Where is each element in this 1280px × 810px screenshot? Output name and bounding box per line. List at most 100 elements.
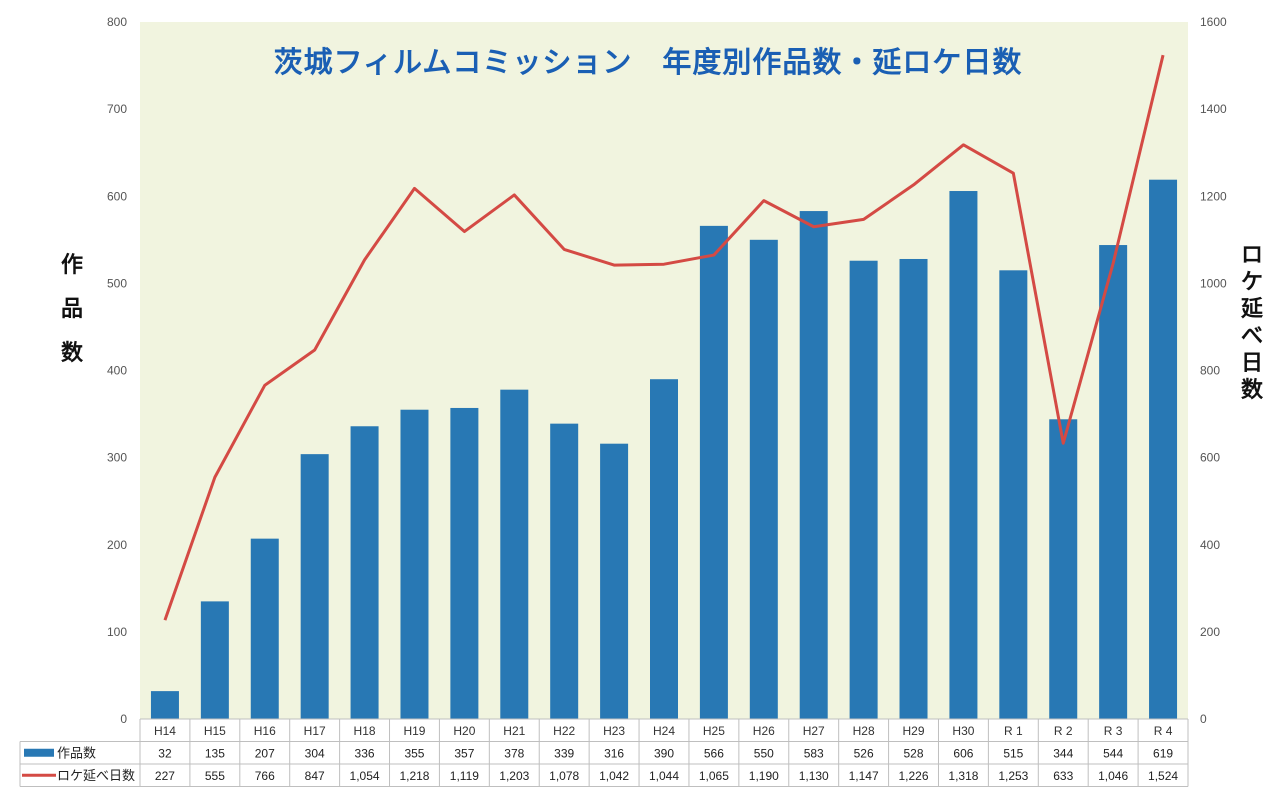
data-value-label: 566 bbox=[704, 746, 724, 760]
category-label: H28 bbox=[853, 724, 875, 738]
legend-series-name: 作品数 bbox=[57, 745, 96, 760]
data-value-label: 336 bbox=[355, 746, 375, 760]
right-tick-label: 200 bbox=[1200, 625, 1220, 639]
data-value-label: 1,203 bbox=[499, 769, 529, 783]
bar-R2 bbox=[1049, 419, 1077, 719]
data-value-label: 544 bbox=[1103, 746, 1123, 760]
category-label: R 1 bbox=[1004, 724, 1023, 738]
data-value-label: 847 bbox=[305, 769, 325, 783]
right-axis-title-text: ロケ延べ日数 bbox=[1240, 242, 1264, 402]
data-value-label: 1,218 bbox=[399, 769, 429, 783]
bar-H27 bbox=[800, 211, 828, 719]
left-axis-title-text: 作品数 bbox=[61, 252, 84, 365]
bar-H15 bbox=[201, 601, 229, 719]
left-tick-label: 400 bbox=[107, 364, 127, 378]
category-label: H16 bbox=[254, 724, 276, 738]
right-tick-label: 400 bbox=[1200, 538, 1220, 552]
data-value-label: 378 bbox=[504, 746, 524, 760]
right-tick-label: 800 bbox=[1200, 364, 1220, 378]
data-value-label: 355 bbox=[404, 746, 424, 760]
data-value-label: 515 bbox=[1003, 746, 1023, 760]
category-label: H30 bbox=[952, 724, 974, 738]
data-value-label: 357 bbox=[454, 746, 474, 760]
data-value-label: 390 bbox=[654, 746, 674, 760]
bar-H22 bbox=[550, 424, 578, 719]
category-label: H17 bbox=[304, 724, 326, 738]
data-value-label: 1,078 bbox=[549, 769, 579, 783]
left-tick-label: 0 bbox=[120, 712, 127, 726]
data-value-label: 207 bbox=[255, 746, 275, 760]
left-tick-label: 800 bbox=[107, 15, 127, 29]
data-value-label: 304 bbox=[305, 746, 325, 760]
category-label: H18 bbox=[354, 724, 376, 738]
data-value-label: 1,065 bbox=[699, 769, 729, 783]
legend-key-bar bbox=[24, 749, 54, 757]
right-tick-label: 1600 bbox=[1200, 15, 1227, 29]
category-label: H21 bbox=[503, 724, 525, 738]
right-tick-label: 1000 bbox=[1200, 276, 1227, 290]
data-value-label: 1,524 bbox=[1148, 769, 1178, 783]
data-value-label: 606 bbox=[953, 746, 973, 760]
category-label: R 2 bbox=[1054, 724, 1073, 738]
right-tick-label: 600 bbox=[1200, 451, 1220, 465]
data-value-label: 555 bbox=[205, 769, 225, 783]
category-label: R 4 bbox=[1154, 724, 1173, 738]
bar-H30 bbox=[949, 191, 977, 719]
data-value-label: 32 bbox=[158, 746, 172, 760]
left-tick-label: 200 bbox=[107, 538, 127, 552]
category-label: H20 bbox=[453, 724, 475, 738]
bar-H19 bbox=[400, 410, 428, 719]
data-value-label: 526 bbox=[854, 746, 874, 760]
category-label: H27 bbox=[803, 724, 825, 738]
bar-R3 bbox=[1099, 245, 1127, 719]
right-tick-label: 0 bbox=[1200, 712, 1207, 726]
category-label: H29 bbox=[903, 724, 925, 738]
left-y-axis-title: 作品数 bbox=[61, 252, 84, 365]
left-tick-label: 500 bbox=[107, 276, 127, 290]
data-value-label: 344 bbox=[1053, 746, 1073, 760]
right-tick-label: 1400 bbox=[1200, 102, 1227, 116]
data-value-label: 1,318 bbox=[948, 769, 978, 783]
data-value-label: 550 bbox=[754, 746, 774, 760]
bar-H16 bbox=[251, 539, 279, 719]
legend-series-name: ロケ延べ日数 bbox=[57, 768, 135, 783]
data-value-label: 135 bbox=[205, 746, 225, 760]
data-value-label: 316 bbox=[604, 746, 624, 760]
bar-R4 bbox=[1149, 180, 1177, 719]
right-y-axis-title: ロケ延べ日数 bbox=[1240, 242, 1264, 402]
data-value-label: 1,190 bbox=[749, 769, 779, 783]
data-value-label: 633 bbox=[1053, 769, 1073, 783]
chart-title: 茨城フィルムコミッション 年度別作品数・延ロケ日数 bbox=[274, 45, 1023, 79]
data-value-label: 528 bbox=[904, 746, 924, 760]
bar-H24 bbox=[650, 379, 678, 719]
left-tick-label: 700 bbox=[107, 102, 127, 116]
left-tick-label: 300 bbox=[107, 451, 127, 465]
category-label: H26 bbox=[753, 724, 775, 738]
data-value-label: 1,130 bbox=[799, 769, 829, 783]
category-label: H15 bbox=[204, 724, 226, 738]
bar-H14 bbox=[151, 691, 179, 719]
bar-H25 bbox=[700, 226, 728, 719]
data-value-label: 1,147 bbox=[849, 769, 879, 783]
bar-H21 bbox=[500, 390, 528, 719]
category-label: H23 bbox=[603, 724, 625, 738]
left-tick-label: 100 bbox=[107, 625, 127, 639]
data-value-label: 1,253 bbox=[998, 769, 1028, 783]
data-value-label: 619 bbox=[1153, 746, 1173, 760]
data-value-label: 1,054 bbox=[350, 769, 380, 783]
category-label: H25 bbox=[703, 724, 725, 738]
data-value-label: 1,226 bbox=[899, 769, 929, 783]
bar-R1 bbox=[999, 270, 1027, 719]
category-label: H22 bbox=[553, 724, 575, 738]
bar-H23 bbox=[600, 444, 628, 719]
data-value-label: 1,044 bbox=[649, 769, 679, 783]
category-label: R 3 bbox=[1104, 724, 1123, 738]
bar-H18 bbox=[351, 426, 379, 719]
bar-H26 bbox=[750, 240, 778, 719]
bar-H20 bbox=[450, 408, 478, 719]
bar-H28 bbox=[850, 261, 878, 719]
